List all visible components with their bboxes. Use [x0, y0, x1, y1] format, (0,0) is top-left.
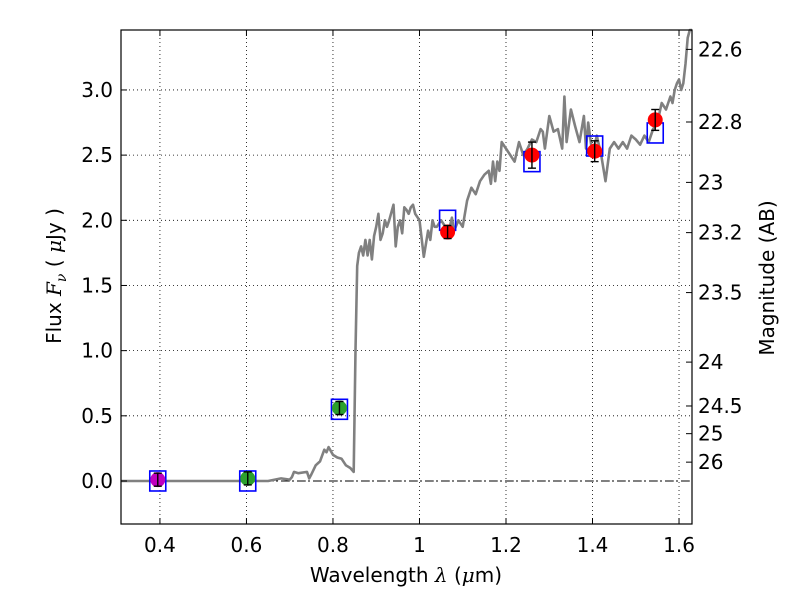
- y-tick-label: 2.0: [81, 208, 113, 232]
- magnitude-tick-label: 23.5: [698, 281, 743, 305]
- axis-ticks: 0.4 0.6 0.8 1 1.2 1.4 1.6 0.0 0.5 1.0 1.5 2.0 2.5 3.0…: [81, 30, 743, 557]
- photometry-points: [148, 108, 665, 492]
- magnitude-tick-label: 23: [698, 170, 723, 194]
- magnitude-tick-label: 22.6: [698, 37, 743, 61]
- model-flux-box: [330, 398, 349, 421]
- y-tick-label: 0.0: [81, 469, 113, 493]
- magnitude-tick-label: 23.2: [698, 221, 743, 245]
- x-axis-label: Wavelength λ (μm): [310, 563, 502, 587]
- x-tick-label: 0.6: [231, 533, 263, 557]
- magnitude-tick-label: 24.5: [698, 394, 743, 418]
- y-tick-label: 1.5: [81, 273, 113, 297]
- x-tick-label: 1.6: [663, 533, 695, 557]
- magnitude-tick-label: 26: [698, 450, 723, 474]
- magnitude-axis-label: Magnitude (AB): [755, 200, 779, 355]
- x-tick-label: 1.2: [490, 533, 522, 557]
- x-tick-label: 1: [413, 533, 426, 557]
- model-spectrum-line: [121, 28, 692, 483]
- model-flux-box: [148, 470, 167, 492]
- plot-frame: [120, 29, 693, 525]
- y-tick-label: 1.0: [81, 339, 113, 363]
- magnitude-tick-label: 24: [698, 350, 723, 374]
- x-tick-label: 0.4: [144, 533, 176, 557]
- magnitude-tick-label: 22.8: [698, 110, 743, 134]
- magnitude-tick-label: 25: [698, 422, 723, 446]
- y-tick-label: 2.5: [81, 143, 113, 167]
- y-tick-label: 3.0: [81, 78, 113, 102]
- y-tick-label: 0.5: [81, 404, 113, 428]
- x-tick-label: 0.8: [317, 533, 349, 557]
- x-tick-label: 1.4: [577, 533, 609, 557]
- y-axis-label: Flux Fν ( μJy ): [42, 208, 70, 344]
